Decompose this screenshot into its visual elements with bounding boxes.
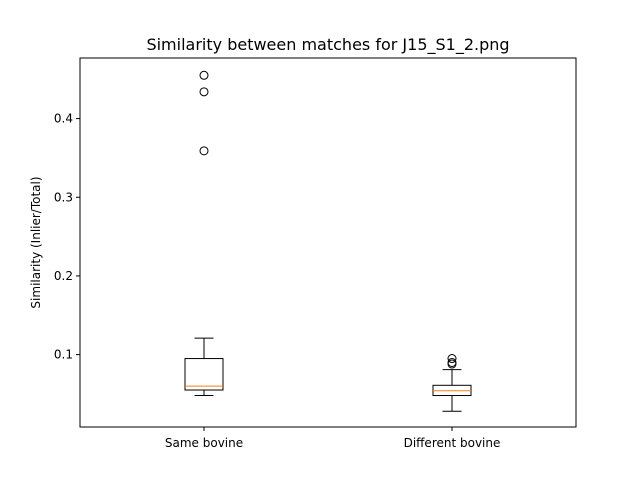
y-tick-label: 0.1	[54, 348, 73, 362]
y-tick-label: 0.2	[54, 269, 73, 283]
outlier-point	[447, 357, 457, 367]
outlier-point	[199, 70, 209, 80]
x-tick-label: Same bovine	[165, 436, 243, 450]
outlier-point	[447, 354, 457, 364]
y-tick-label: 0.3	[54, 190, 73, 204]
outlier-point	[199, 146, 209, 156]
y-axis-label: Similarity (Inlier/Total)	[29, 176, 43, 308]
outlier-point	[199, 87, 209, 97]
y-tick-label: 0.4	[54, 112, 73, 126]
x-tick-label: Different bovine	[404, 436, 501, 450]
chart-title: Similarity between matches for J15_S1_2.…	[146, 35, 509, 55]
iqr-box	[184, 358, 224, 391]
plot-area-frame	[79, 57, 577, 428]
plot-content: 0.1 0.2 0.3 0.4 Same bovine Different bovine	[54, 70, 501, 450]
